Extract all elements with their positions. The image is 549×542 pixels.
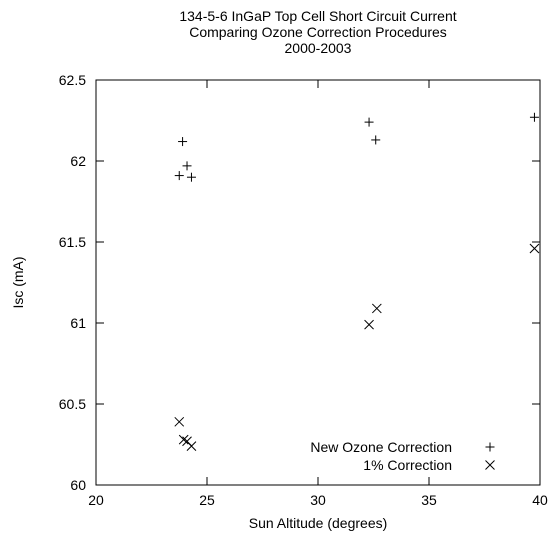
cross-marker-point [178, 434, 189, 445]
x-tick-labels: 20 25 30 35 40 [88, 492, 548, 508]
plus-marker-point [182, 161, 192, 171]
cross-marker-point [371, 303, 382, 314]
legend-label: New Ozone Correction [310, 439, 452, 455]
plus-marker-point [178, 137, 188, 147]
y-tick-label: 62.5 [59, 72, 86, 88]
axis-ticks [95, 79, 541, 486]
plot-frame [95, 79, 541, 486]
y-tick-labels: 60 60.5 61 61.5 62 62.5 [59, 72, 86, 493]
title-line: Comparing Ozone Correction Procedures [189, 24, 447, 40]
legend-label: 1% Correction [363, 457, 452, 473]
cross-marker-point [186, 441, 197, 451]
plus-marker-point [371, 135, 381, 145]
legend-plus-marker [485, 442, 495, 452]
cross-marker-point [174, 416, 185, 427]
y-axis-label: Isc (mA) [10, 256, 26, 308]
x-tick-label: 25 [199, 492, 215, 508]
y-tick-label: 61.5 [59, 234, 86, 250]
cross-marker-point [529, 243, 540, 254]
cross-marker-point [364, 319, 374, 330]
y-tick-label: 61 [70, 315, 86, 331]
plus-marker-point [529, 112, 539, 122]
x-tick-label: 30 [310, 492, 326, 508]
legend: New Ozone Correction 1% Correction [310, 439, 495, 473]
x-tick-label: 20 [88, 492, 104, 508]
y-tick-label: 60.5 [59, 396, 86, 412]
y-tick-label: 62 [70, 153, 86, 169]
title-line: 2000-2003 [285, 40, 352, 56]
data-points [174, 112, 540, 451]
x-tick-label: 35 [421, 492, 437, 508]
plus-marker-point [174, 171, 184, 181]
plus-marker-point [186, 172, 196, 182]
legend-cross-marker [485, 460, 495, 470]
title-line: 134-5-6 InGaP Top Cell Short Circuit Cur… [179, 8, 456, 24]
x-axis-label: Sun Altitude (degrees) [249, 515, 388, 531]
chart-title: 134-5-6 InGaP Top Cell Short Circuit Cur… [179, 8, 456, 56]
x-tick-label: 40 [532, 492, 548, 508]
y-tick-label: 60 [70, 477, 86, 493]
plus-marker-point [364, 117, 374, 127]
